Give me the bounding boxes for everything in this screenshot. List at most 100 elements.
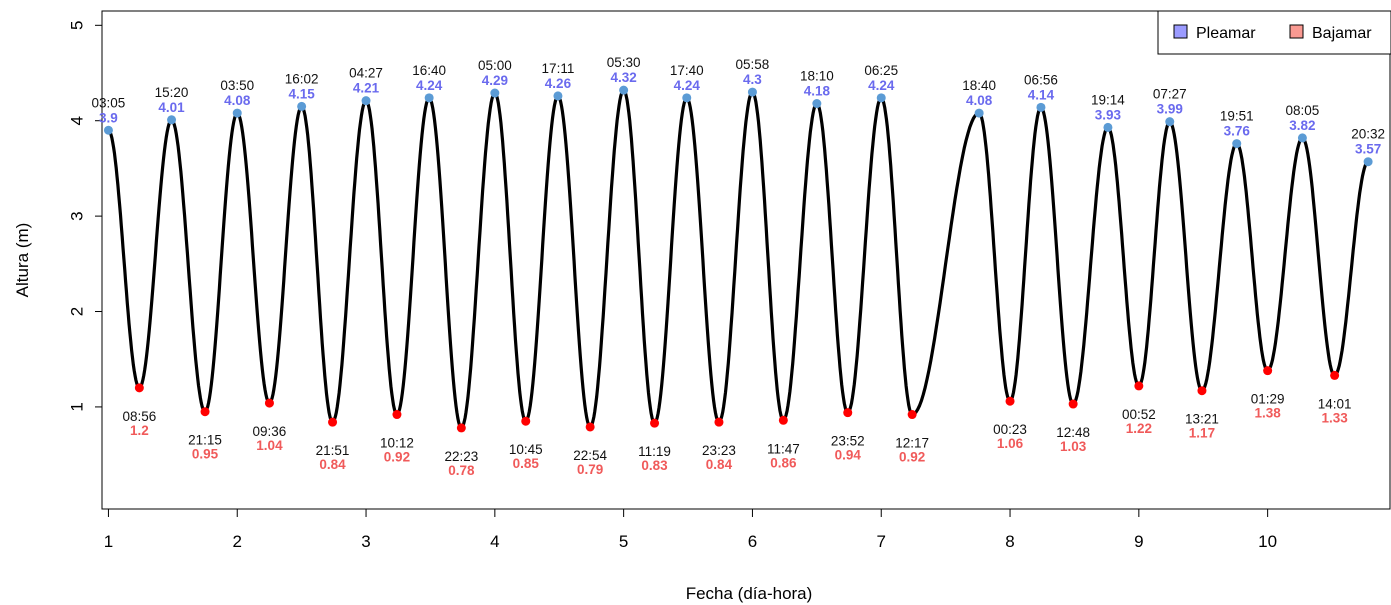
bajamar-point (1005, 396, 1015, 406)
bajamar-value-label: 0.84 (319, 457, 346, 472)
bajamar-time-label: 09:36 (253, 424, 287, 439)
bajamar-point (585, 422, 595, 432)
x-tick-label: 5 (619, 532, 628, 551)
bajamar-point (200, 407, 210, 417)
bajamar-value-label: 1.33 (1321, 410, 1348, 425)
pleamar-value-label: 3.76 (1224, 124, 1251, 139)
bajamar-time-label: 10:45 (509, 442, 543, 457)
y-axis-label: Altura (m) (13, 223, 32, 298)
bajamar-value-label: 1.06 (997, 436, 1024, 451)
bajamar-time-label: 01:29 (1251, 392, 1285, 407)
bajamar-value-label: 0.92 (384, 450, 410, 465)
pleamar-time-label: 19:51 (1220, 109, 1254, 124)
y-tick-label: 4 (67, 116, 86, 125)
bajamar-time-label: 00:52 (1122, 407, 1156, 422)
pleamar-time-label: 18:40 (962, 78, 996, 93)
bajamar-value-label: 0.92 (899, 450, 925, 465)
pleamar-value-label: 4.21 (353, 81, 380, 96)
pleamar-point (1036, 102, 1046, 112)
bajamar-time-label: 14:01 (1318, 396, 1352, 411)
bajamar-time-label: 08:56 (122, 409, 156, 424)
pleamar-value-label: 4.01 (158, 100, 185, 115)
bajamar-point (778, 415, 788, 425)
pleamar-value-label: 4.29 (482, 73, 508, 88)
pleamar-value-label: 4.18 (804, 84, 831, 99)
y-tick-label: 3 (67, 211, 86, 220)
bajamar-value-label: 0.94 (835, 448, 862, 463)
bajamar-point (456, 423, 466, 433)
x-tick-label: 6 (748, 532, 757, 551)
bajamar-value-label: 0.86 (770, 455, 797, 470)
pleamar-value-label: 4.24 (416, 78, 443, 93)
extreme-labels: 03:053.915:204.0103:504.0816:024.1504:27… (92, 55, 1385, 478)
bajamar-time-label: 23:23 (702, 443, 736, 458)
pleamar-time-label: 18:10 (800, 69, 834, 84)
y-tick-label: 2 (67, 307, 86, 316)
bajamar-time-label: 22:54 (573, 448, 607, 463)
bajamar-time-label: 10:12 (380, 436, 414, 451)
tide-curve (107, 88, 1369, 430)
legend: Pleamar Bajamar (1157, 10, 1391, 55)
pleamar-time-label: 05:00 (478, 58, 512, 73)
bajamar-point (521, 416, 531, 426)
bajamar-time-label: 12:48 (1056, 425, 1090, 440)
pleamar-time-label: 15:20 (155, 85, 189, 100)
x-tick-label: 10 (1258, 532, 1277, 551)
pleamar-point (619, 85, 629, 95)
pleamar-value-label: 4.32 (610, 70, 636, 85)
plot-frame (101, 10, 1391, 510)
pleamar-point (974, 108, 984, 118)
x-tick-label: 3 (361, 532, 370, 551)
pleamar-time-label: 19:14 (1091, 92, 1125, 107)
bajamar-value-label: 1.38 (1254, 406, 1281, 421)
bajamar-point (843, 408, 853, 418)
bajamar-value-label: 1.22 (1126, 421, 1152, 436)
x-tick-label: 4 (490, 532, 499, 551)
pleamar-point (232, 108, 242, 118)
pleamar-time-label: 05:58 (736, 57, 770, 72)
pleamar-time-label: 20:32 (1351, 127, 1385, 142)
pleamar-value-label: 3.82 (1289, 118, 1315, 133)
pleamar-time-label: 07:27 (1153, 87, 1187, 102)
bajamar-time-label: 11:47 (767, 441, 800, 456)
y-tick-label: 1 (67, 402, 86, 411)
legend-swatch-bajamar (1289, 24, 1304, 39)
pleamar-value-label: 3.57 (1355, 142, 1381, 157)
x-tick-label: 9 (1134, 532, 1143, 551)
extreme-markers (103, 85, 1373, 433)
y-axis: 1 2 3 4 5 (67, 21, 102, 412)
bajamar-point (907, 410, 917, 420)
bajamar-value-label: 1.2 (130, 423, 149, 438)
x-tick-label: 7 (877, 532, 886, 551)
pleamar-value-label: 3.93 (1095, 107, 1122, 122)
pleamar-point (747, 87, 757, 97)
bajamar-value-label: 0.84 (706, 457, 733, 472)
pleamar-value-label: 4.24 (868, 78, 895, 93)
pleamar-point (297, 101, 307, 111)
bajamar-point (134, 383, 144, 393)
pleamar-point (1363, 157, 1373, 167)
x-axis: 1 2 3 4 5 6 7 8 9 10 (104, 509, 1277, 551)
x-axis-label: Fecha (día-hora) (686, 584, 813, 603)
pleamar-time-label: 06:25 (864, 63, 898, 78)
pleamar-time-label: 05:30 (607, 55, 641, 70)
bajamar-value-label: 0.95 (192, 447, 219, 462)
bajamar-value-label: 0.79 (577, 462, 603, 477)
pleamar-value-label: 4.3 (743, 72, 762, 87)
pleamar-value-label: 4.26 (545, 76, 572, 91)
pleamar-value-label: 4.14 (1028, 87, 1055, 102)
bajamar-time-label: 11:19 (638, 444, 671, 459)
bajamar-time-label: 22:23 (444, 449, 478, 464)
x-tick-label: 8 (1005, 532, 1014, 551)
pleamar-time-label: 08:05 (1286, 103, 1320, 118)
bajamar-time-label: 13:21 (1185, 412, 1219, 427)
x-tick-label: 1 (104, 532, 113, 551)
pleamar-time-label: 04:27 (349, 66, 383, 81)
pleamar-value-label: 4.24 (674, 78, 701, 93)
bajamar-point (1134, 381, 1144, 391)
y-tick-label: 5 (67, 21, 86, 30)
pleamar-value-label: 4.08 (224, 93, 251, 108)
legend-label-pleamar: Pleamar (1196, 25, 1256, 42)
bajamar-time-label: 12:17 (895, 436, 929, 451)
